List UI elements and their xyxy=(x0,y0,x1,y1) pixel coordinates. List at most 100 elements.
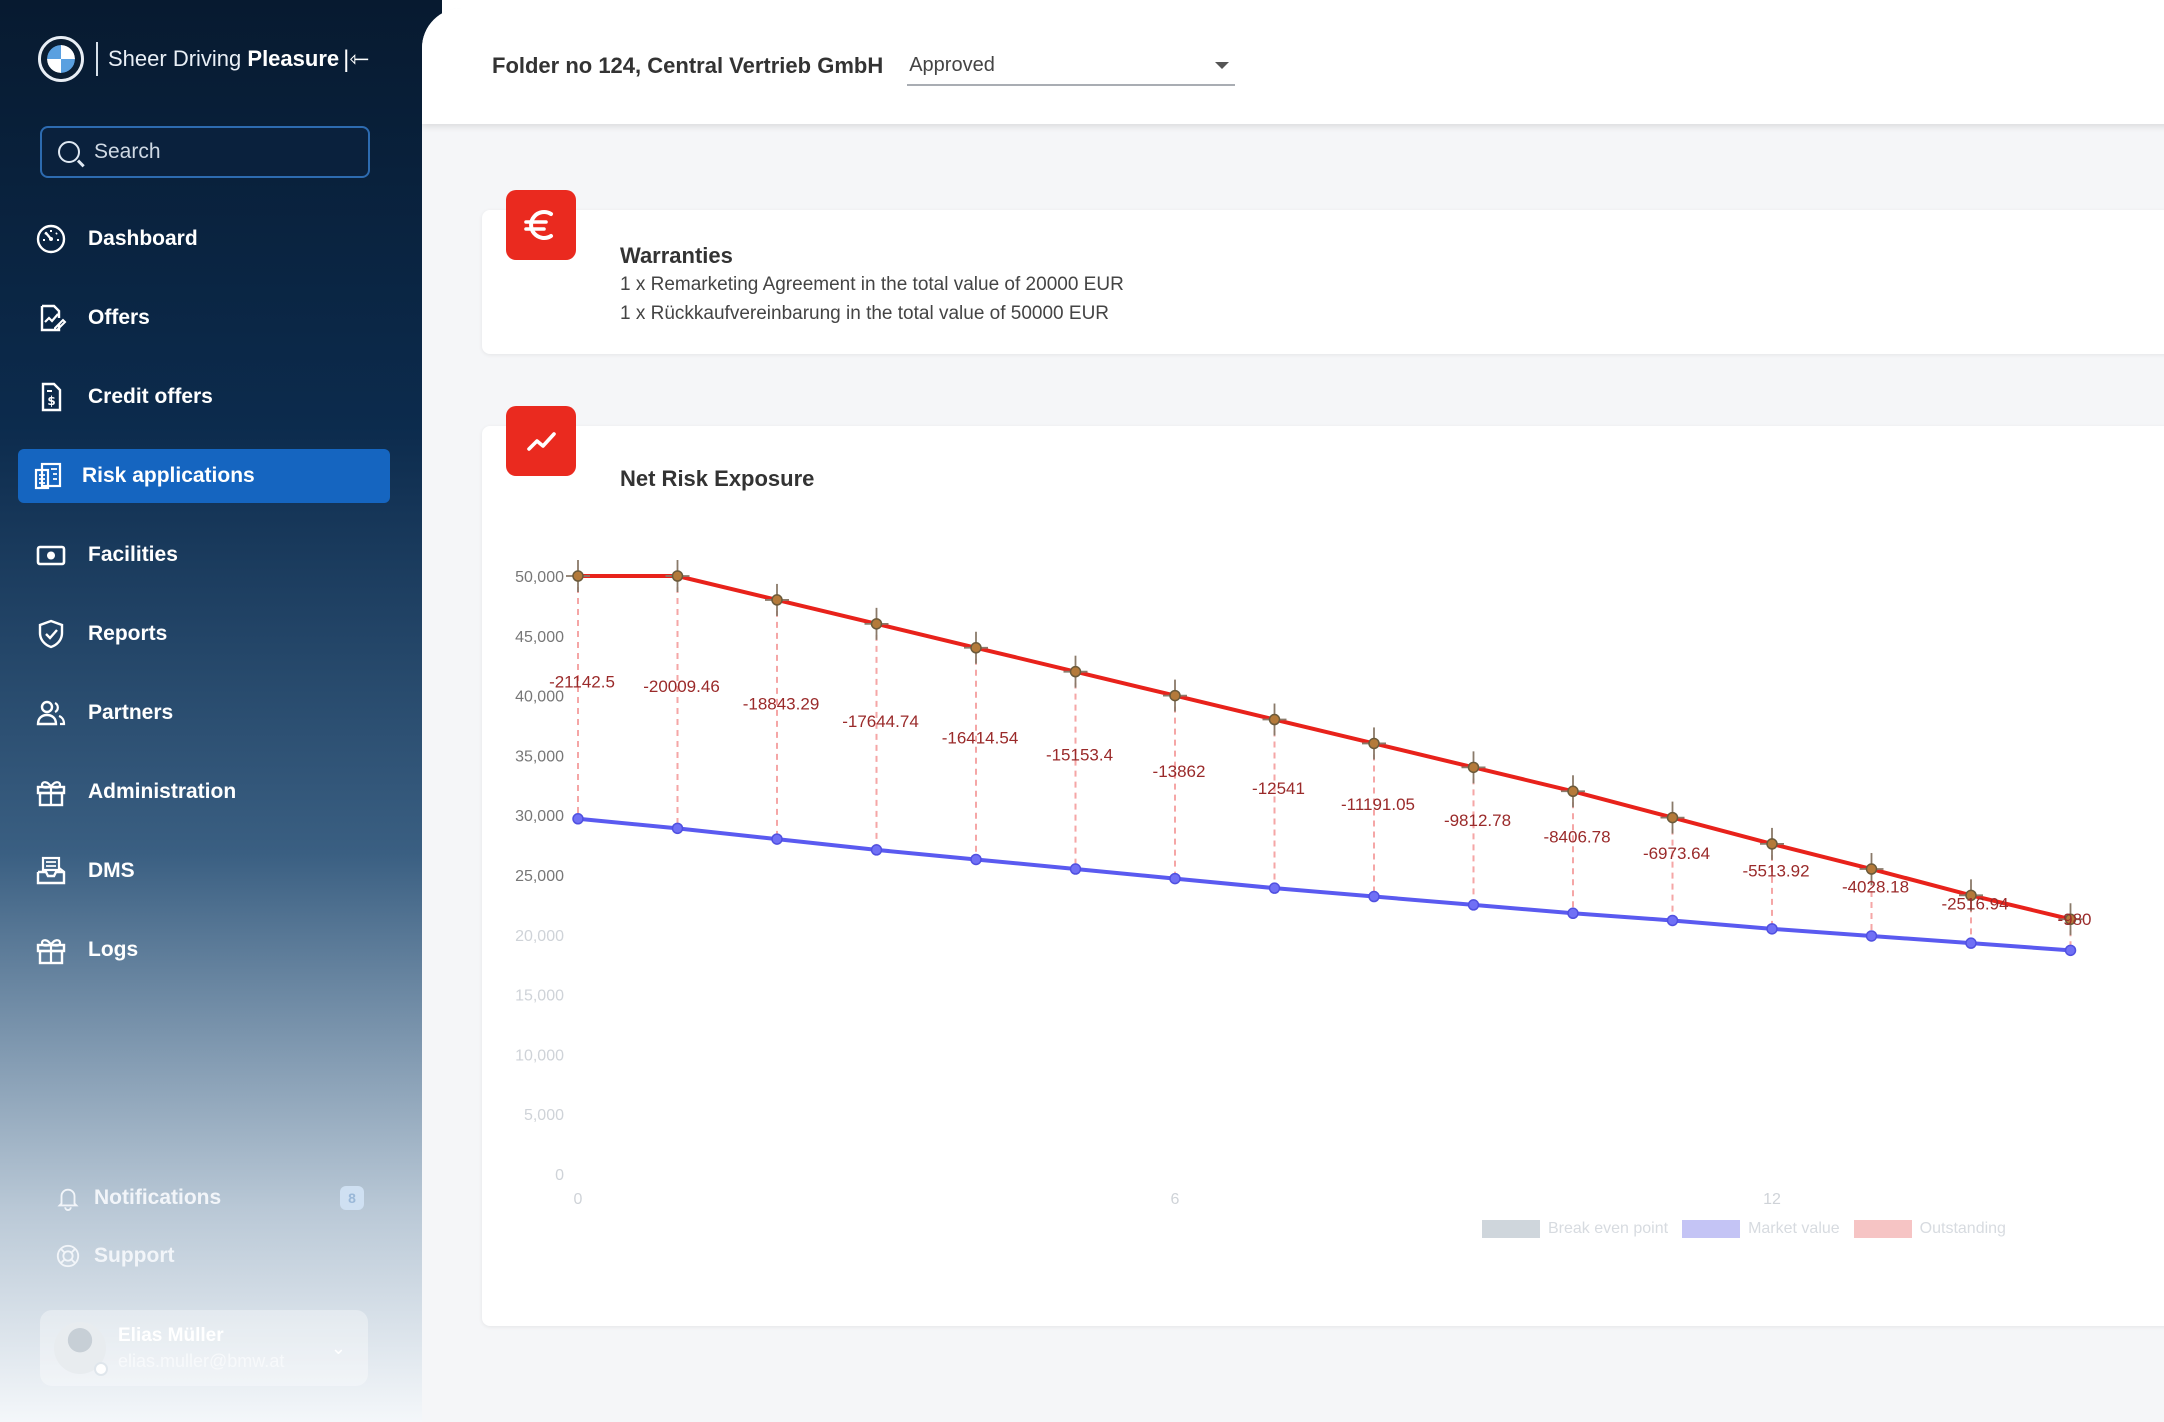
sidebar-item-label: Partners xyxy=(88,701,174,724)
market-value-point xyxy=(1268,882,1281,894)
market-value-point xyxy=(1965,937,1977,949)
market-value-point xyxy=(1467,899,1480,911)
sidebar-item-label: Offers xyxy=(88,306,150,329)
net-risk-exposure-card: Net Risk Exposure 0 5,000 10,000 15,000 20,0… xyxy=(482,406,2164,1326)
outstanding-point xyxy=(771,594,783,606)
main-content: Folder no 124, Central Vertrieb GmbH App… xyxy=(422,8,2164,1422)
brand[interactable]: Sheer Driving Pleasure |⇽ xyxy=(38,36,369,82)
outstanding-point xyxy=(1766,838,1778,850)
legend-item[interactable]: Outstanding xyxy=(1853,1220,2006,1238)
y-tick-label: 35,000 xyxy=(515,748,564,765)
sidebar-nav: Dashboard Offers $ Credit offers Risk ap… xyxy=(18,212,390,1002)
user-profile-card[interactable]: Elias Müller elias.muller@bmw.at ⌄ xyxy=(40,1310,368,1386)
y-tick-label: 45,000 xyxy=(515,629,564,646)
sidebar-item-reports[interactable]: Reports xyxy=(18,607,390,661)
market-value-point xyxy=(1766,923,1778,935)
avatar xyxy=(54,1322,108,1376)
notifications-count-badge: 8 xyxy=(340,1186,364,1210)
x-tick-label: 12 xyxy=(1763,1191,1781,1208)
bell-icon xyxy=(54,1184,82,1212)
collapse-sidebar-icon[interactable]: |⇽ xyxy=(343,45,370,73)
break-even-label: -6973.64 xyxy=(1643,844,1710,863)
legend-swatch xyxy=(1853,1220,1912,1238)
brand-separator xyxy=(96,42,98,76)
reports-icon xyxy=(34,617,68,651)
warranty-line: 1 x Remarketing Agreement in the total v… xyxy=(620,274,1124,295)
lifebuoy-icon xyxy=(54,1242,82,1270)
market-value-point xyxy=(572,813,584,825)
legend-item[interactable]: Break even point xyxy=(1482,1220,1668,1238)
sidebar-item-label: Risk applications xyxy=(82,464,255,487)
y-tick-label: 25,000 xyxy=(515,868,564,885)
y-tick-label: 30,000 xyxy=(515,808,564,825)
outstanding-point xyxy=(1268,713,1281,726)
sidebar-item-label: Facilities xyxy=(88,543,178,566)
break-even-label: -2516.94 xyxy=(1941,894,2008,913)
break-even-label: -13862 xyxy=(1153,762,1206,781)
break-even-label: -8406.78 xyxy=(1543,827,1610,846)
net-risk-exposure-title: Net Risk Exposure xyxy=(620,466,815,491)
sidebar-bottom-links: Notifications 8 Support xyxy=(54,1178,364,1294)
outstanding-point xyxy=(572,570,584,582)
market-value-point xyxy=(2064,944,2077,957)
sidebar-item-offers[interactable]: Offers xyxy=(18,291,390,345)
dashboard-icon xyxy=(34,222,68,256)
y-tick-label: 0 xyxy=(555,1167,564,1184)
legend-item[interactable]: Market value xyxy=(1682,1220,1840,1238)
outstanding-point xyxy=(1069,665,1082,678)
sidebar-item-dashboard[interactable]: Dashboard xyxy=(18,212,390,266)
outstanding-point xyxy=(970,642,982,654)
break-even-label: -5513.92 xyxy=(1742,861,1809,880)
sidebar-item-partners[interactable]: Partners xyxy=(18,686,390,740)
search-box[interactable] xyxy=(40,126,370,178)
dms-icon xyxy=(34,854,68,888)
support-label: Support xyxy=(94,1244,175,1267)
break-even-label: -9812.78 xyxy=(1444,811,1511,830)
bmw-logo-icon xyxy=(38,36,84,82)
notifications-link[interactable]: Notifications 8 xyxy=(54,1178,364,1218)
status-select-value: Approved xyxy=(909,53,995,76)
sidebar-item-administration[interactable]: Administration xyxy=(18,765,390,819)
trend-up-icon xyxy=(506,406,576,476)
search-icon xyxy=(58,141,80,163)
administration-icon xyxy=(34,775,68,809)
svg-text:$: $ xyxy=(47,394,55,408)
sidebar-item-label: Administration xyxy=(88,780,237,803)
search-input[interactable] xyxy=(94,140,344,164)
break-even-label: -11191.05 xyxy=(1341,795,1415,814)
x-tick-label: 0 xyxy=(574,1191,583,1208)
market-value-point xyxy=(1069,863,1082,875)
warranties-title: Warranties xyxy=(620,243,733,268)
credit-offers-icon: $ xyxy=(34,380,68,414)
header-bar: Folder no 124, Central Vertrieb GmbH App… xyxy=(422,8,2164,124)
support-link[interactable]: Support xyxy=(54,1236,364,1276)
outstanding-line xyxy=(578,574,2071,922)
outstanding-point xyxy=(671,570,684,582)
sidebar: Sheer Driving Pleasure |⇽ Dashboard Offe… xyxy=(0,0,442,1422)
sidebar-item-risk-applications[interactable]: Risk applications xyxy=(18,449,390,503)
sidebar-item-credit-offers[interactable]: $ Credit offers xyxy=(18,370,390,424)
outstanding-point xyxy=(1169,689,1181,702)
sidebar-item-label: Reports xyxy=(88,622,168,645)
outstanding-point xyxy=(2064,913,2077,926)
y-tick-label: 15,000 xyxy=(515,988,564,1005)
brand-tagline: Sheer Driving Pleasure xyxy=(108,46,340,71)
user-email: elias.muller@bmw.at xyxy=(118,1350,285,1371)
break-even-label: -4028.18 xyxy=(1842,878,1909,897)
break-even-label: -20009.46 xyxy=(643,677,720,696)
y-tick-label: 40,000 xyxy=(515,689,564,706)
status-select[interactable]: Approved xyxy=(907,46,1236,86)
sidebar-item-facilities[interactable]: Facilities xyxy=(18,528,390,582)
partners-icon xyxy=(34,696,68,730)
market-value-point xyxy=(870,844,883,856)
chevron-down-icon[interactable]: ⌄ xyxy=(330,1337,346,1358)
market-value-point xyxy=(671,822,684,835)
market-value-point xyxy=(970,853,982,866)
net-risk-exposure-chart: 0 5,000 10,000 15,000 20,000 25,000 30,000 35,0… xyxy=(515,560,2092,1208)
sidebar-item-dms[interactable]: DMS xyxy=(18,844,390,898)
market-value-point xyxy=(771,833,783,845)
outstanding-point xyxy=(1965,889,1977,902)
sidebar-item-logs[interactable]: Logs xyxy=(18,923,390,977)
legend-label: Outstanding xyxy=(1919,1220,2006,1237)
sidebar-item-label: Logs xyxy=(88,938,139,961)
